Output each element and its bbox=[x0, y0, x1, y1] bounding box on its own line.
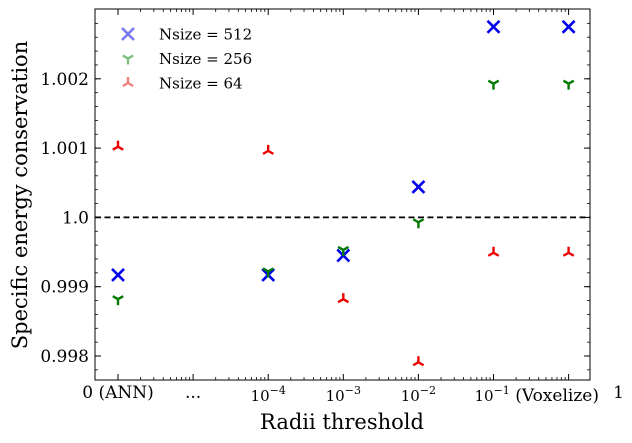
x-tick-label: 10−1 (Voxelize) bbox=[475, 384, 599, 406]
legend-label: Nsize = 512 bbox=[159, 26, 252, 44]
data-point-x bbox=[561, 19, 576, 34]
x-axis-title: Radii threshold bbox=[260, 410, 424, 434]
data-point-tri_down bbox=[562, 79, 575, 90]
y-tick-label: 1.002 bbox=[40, 70, 89, 90]
data-point-tri_down bbox=[487, 79, 500, 90]
y-tick-label: 1.0 bbox=[62, 208, 89, 228]
data-point-tri_down bbox=[262, 267, 274, 278]
y-tick-label: 0.999 bbox=[40, 278, 89, 298]
x-tick-label: 10−4 bbox=[251, 384, 286, 405]
legend-marker-tri_down bbox=[122, 54, 134, 65]
data-point-tri_down bbox=[112, 295, 124, 306]
data-point-x bbox=[411, 179, 426, 194]
legend: Nsize = 512 Nsize = 256 Nsize = 64 bbox=[121, 26, 252, 93]
data-point-tri_up bbox=[487, 246, 500, 257]
plot-background bbox=[95, 9, 590, 380]
x-tick-label: 0 (ANN) bbox=[82, 383, 154, 403]
data-point-x bbox=[111, 267, 125, 282]
points-layer bbox=[111, 19, 576, 367]
legend-marker-x bbox=[121, 27, 135, 41]
data-point-x bbox=[486, 19, 501, 34]
data-point-tri_down bbox=[412, 218, 425, 229]
data-point-tri_up bbox=[562, 246, 575, 257]
plot-frame bbox=[94, 8, 591, 381]
legend-label: Nsize = 256 bbox=[159, 50, 252, 68]
x-tick-label: 10−2 bbox=[401, 384, 436, 405]
y-axis-title: Specific energy conservation bbox=[8, 41, 32, 349]
data-point-tri_up bbox=[262, 144, 274, 155]
data-point-tri_up bbox=[412, 356, 425, 367]
x-tick-label: 1 bbox=[613, 383, 624, 403]
legend-marker-tri_up bbox=[122, 77, 134, 88]
tick-labels-layer: 0.998 0.999 1.0 1.001 1.002 0 (ANN)... 10−4 10−… bbox=[40, 70, 624, 406]
y-tick-label: 1.001 bbox=[40, 139, 89, 159]
legend-label: Nsize = 64 bbox=[159, 75, 243, 93]
data-point-tri_up bbox=[337, 293, 350, 304]
y-tick-label: 0.998 bbox=[40, 347, 89, 367]
x-tick-label: 10−3 bbox=[326, 384, 361, 405]
data-point-tri_up bbox=[112, 140, 124, 151]
data-point-tri_down bbox=[337, 245, 350, 256]
x-tick-label: ... bbox=[185, 383, 201, 403]
